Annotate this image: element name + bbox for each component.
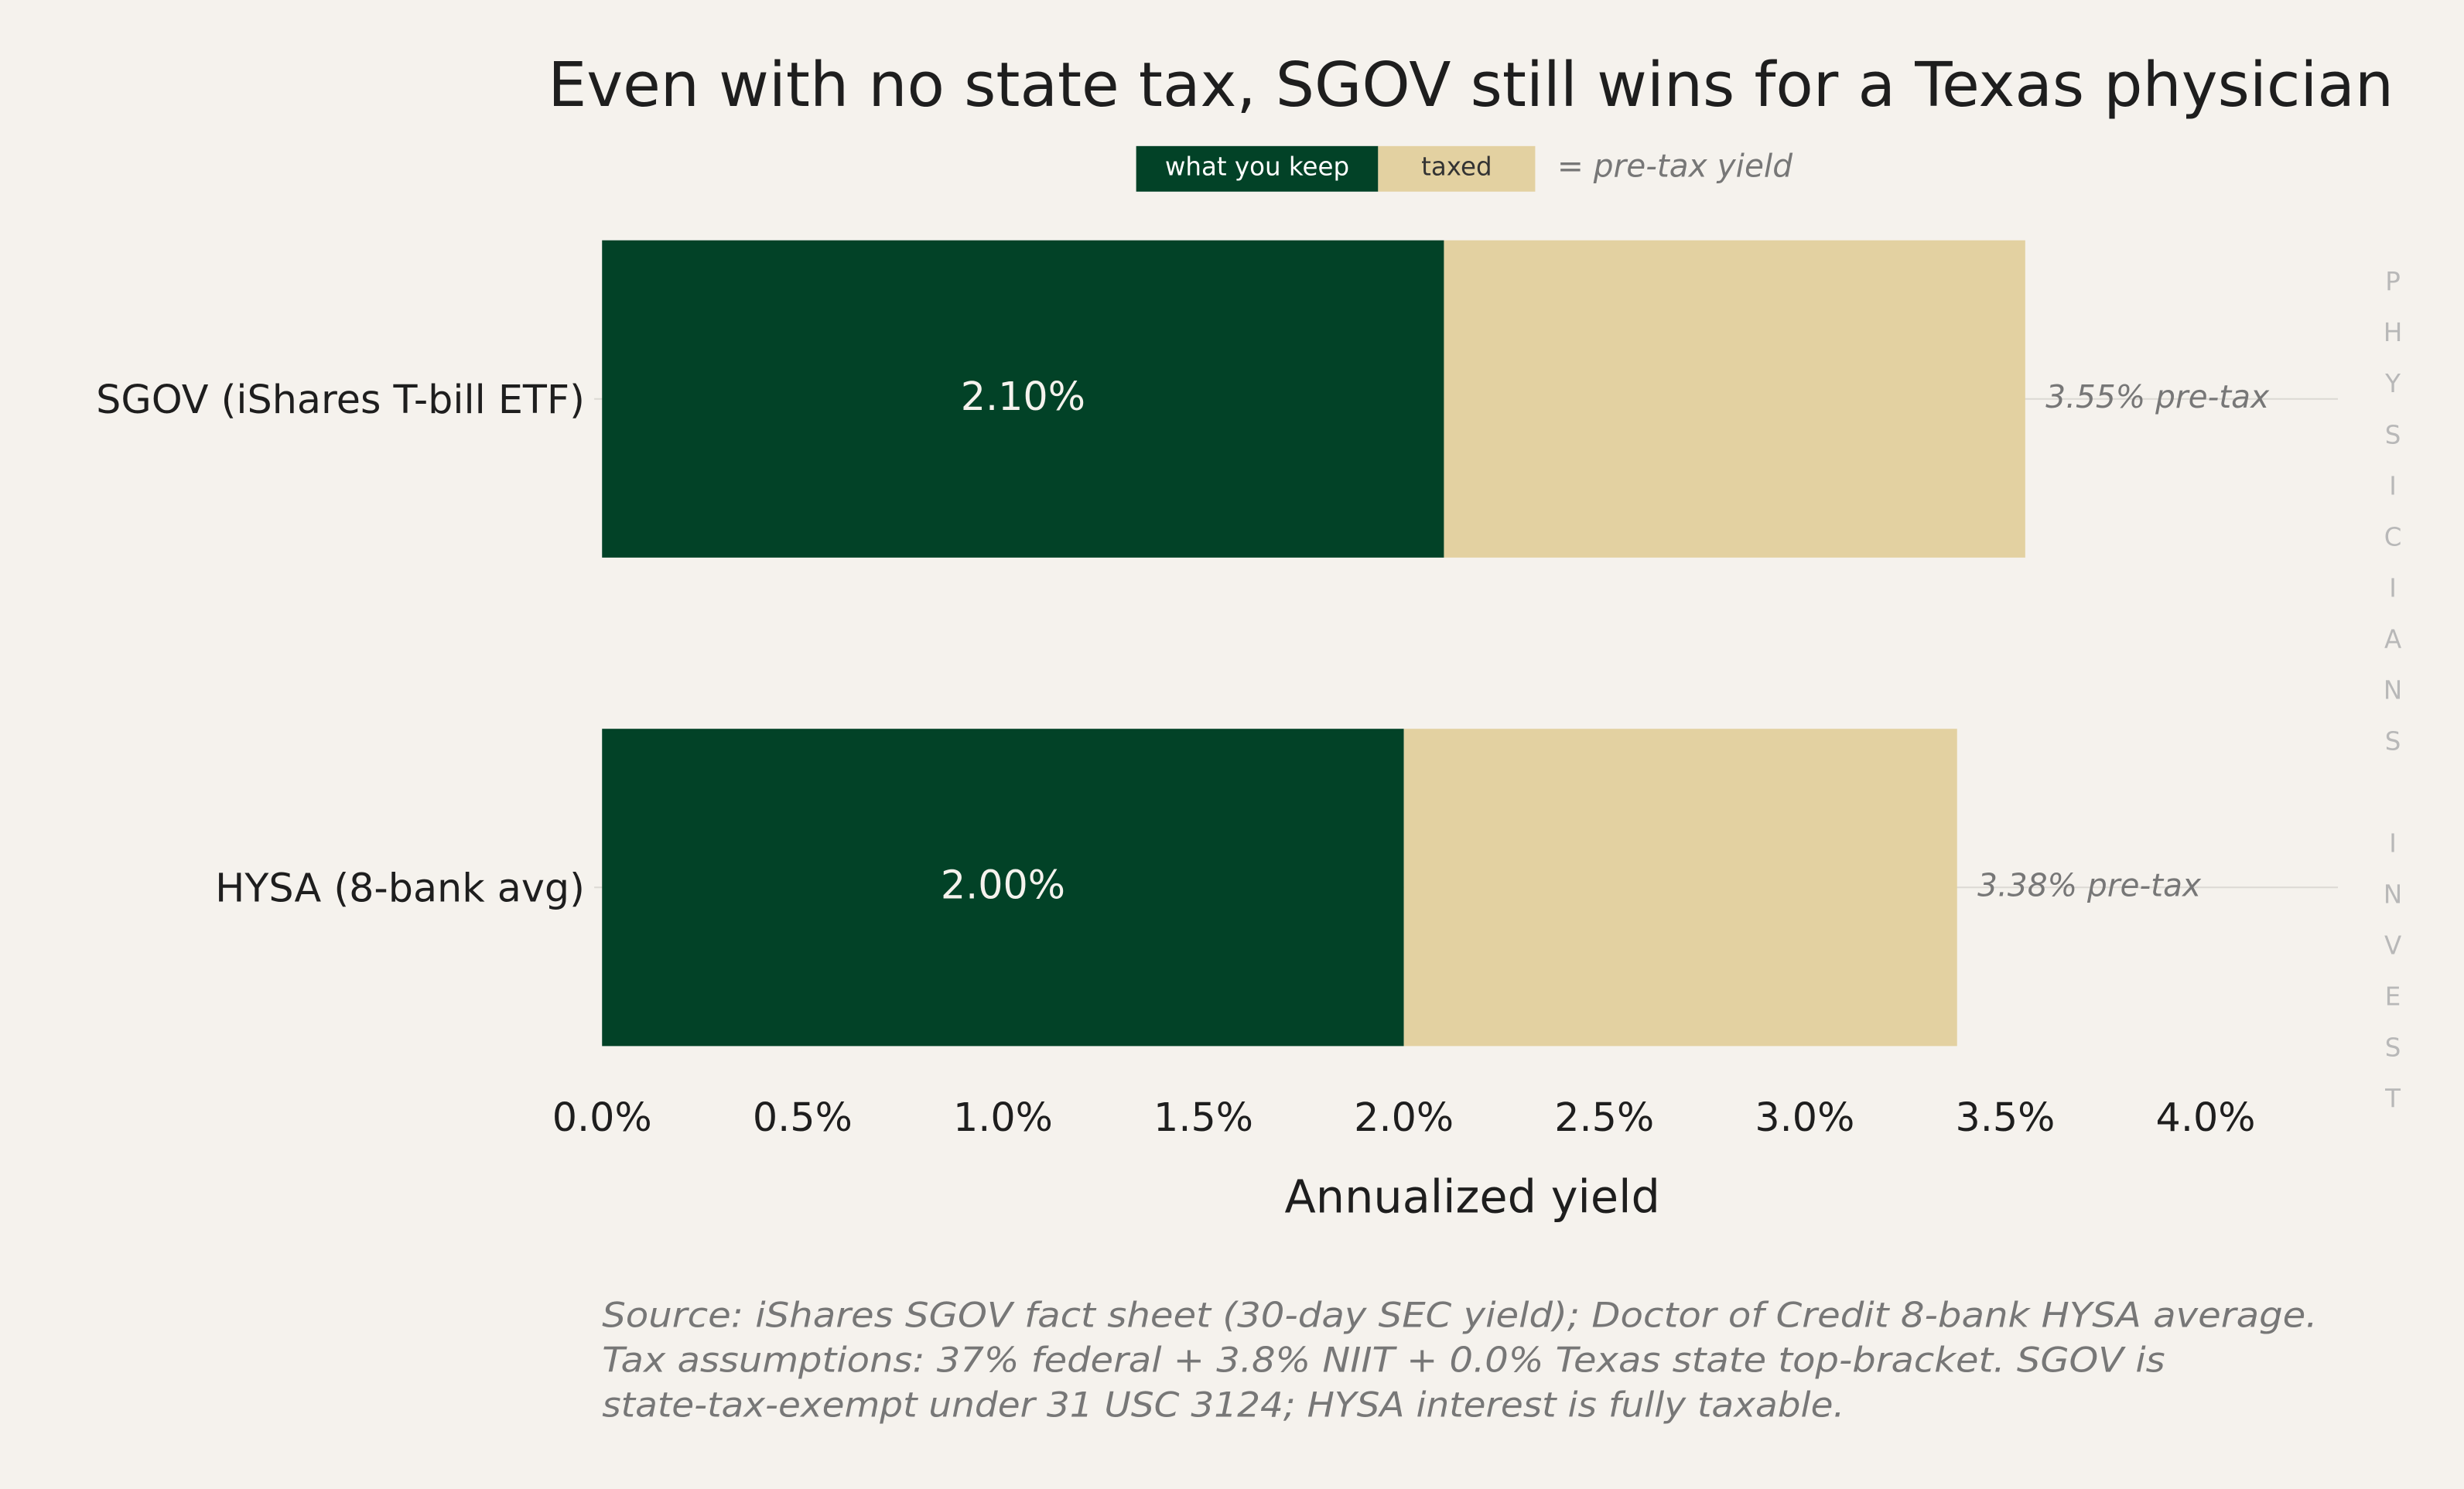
x-tick-label: 1.5% [1153,1095,1253,1140]
x-tick-label: 0.5% [753,1095,853,1140]
y-tick-label: SGOV (iShares T-bill ETF) [96,377,585,422]
legend-swatch [1136,145,1379,192]
x-tick-label: 3.0% [1755,1095,1854,1140]
bar-segment [1444,240,2025,558]
x-tick-label: 2.0% [1354,1095,1454,1140]
x-axis-label: Annualized yield [1284,1170,1659,1223]
watermark: PHYSICIANS INVEST [2378,267,2408,1135]
legend-label: what you keep [1165,152,1349,181]
x-tick-label: 3.5% [1955,1095,2055,1140]
bar-segment [602,729,1404,1047]
legend-label: taxed [1421,152,1492,181]
legend-note: = pre-tax yield [1557,147,1792,184]
pre-tax-label: 3.38% pre-tax [1977,866,2202,903]
x-tick-label: 0.0% [552,1095,652,1140]
value-label: 2.10% [961,374,1085,419]
y-tick-label: HYSA (8-bank avg) [215,865,585,910]
legend-swatch [1378,145,1536,192]
pre-tax-label: 3.55% pre-tax [2045,378,2270,415]
value-label: 2.00% [941,862,1065,907]
x-tick-label: 1.0% [953,1095,1053,1140]
source-note: Source: iShares SGOV fact sheet (30-day … [602,1296,2317,1336]
source-note: Tax assumptions: 37% federal + 3.8% NIIT… [602,1340,2165,1381]
source-note: state-tax-exempt under 31 USC 3124; HYSA… [602,1385,1844,1425]
x-tick-label: 2.5% [1554,1095,1654,1140]
chart-title: Even with no state tax, SGOV still wins … [548,49,2394,121]
bar-segment [602,240,1444,558]
x-tick-label: 4.0% [2156,1095,2256,1140]
bar-segment [1403,729,1957,1047]
